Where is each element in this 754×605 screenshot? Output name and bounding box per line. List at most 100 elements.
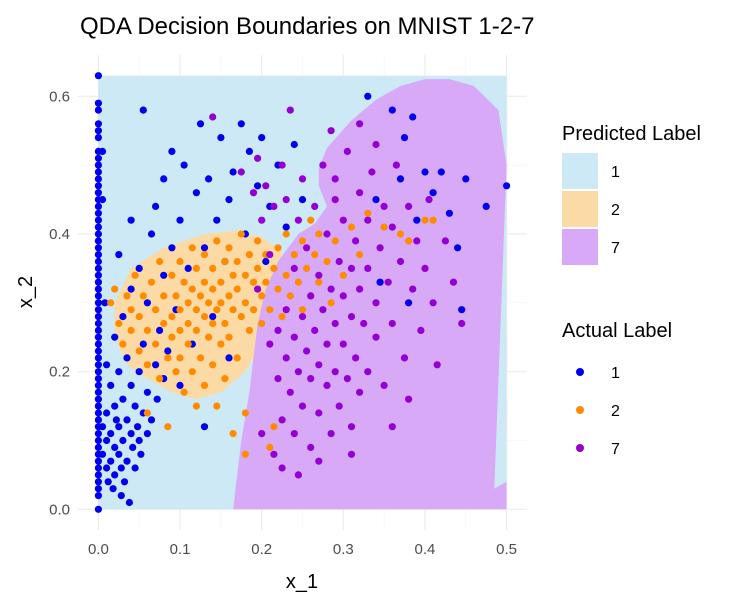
point-class-2 bbox=[164, 423, 172, 431]
point-class-1 bbox=[454, 244, 462, 252]
point-class-2 bbox=[213, 306, 221, 314]
point-class-2 bbox=[156, 375, 164, 383]
point-class-2 bbox=[347, 223, 356, 231]
point-class-7 bbox=[315, 361, 323, 369]
point-class-2 bbox=[135, 347, 143, 355]
point-class-2 bbox=[294, 278, 302, 286]
point-class-1 bbox=[137, 450, 145, 458]
legend-point-2 bbox=[576, 406, 584, 414]
point-class-7 bbox=[278, 416, 286, 424]
point-class-1 bbox=[388, 106, 396, 114]
point-class-7 bbox=[274, 326, 282, 334]
point-class-1 bbox=[94, 99, 102, 107]
point-class-1 bbox=[94, 416, 102, 424]
point-class-7 bbox=[315, 409, 323, 417]
point-class-1 bbox=[282, 223, 290, 231]
point-class-1 bbox=[196, 120, 205, 128]
data-points bbox=[94, 72, 511, 513]
point-class-1 bbox=[94, 271, 102, 279]
point-class-1 bbox=[94, 209, 102, 217]
point-class-7 bbox=[458, 319, 466, 328]
point-class-7 bbox=[343, 375, 351, 383]
point-class-7 bbox=[266, 340, 274, 348]
point-class-7 bbox=[380, 202, 388, 210]
point-class-7 bbox=[331, 368, 339, 376]
y-axis-ticks: 0.0 0.2 0.4 0.6 bbox=[49, 88, 70, 518]
point-class-1 bbox=[94, 361, 102, 369]
point-class-2 bbox=[262, 278, 270, 286]
point-class-1 bbox=[94, 319, 102, 328]
point-class-7 bbox=[303, 347, 311, 355]
point-class-7 bbox=[413, 237, 421, 245]
point-class-2 bbox=[229, 430, 237, 438]
point-class-2 bbox=[192, 326, 200, 334]
point-class-7 bbox=[315, 271, 323, 279]
point-class-1 bbox=[134, 423, 142, 431]
point-class-2 bbox=[237, 313, 245, 321]
point-class-2 bbox=[421, 216, 429, 224]
point-class-1 bbox=[98, 423, 107, 431]
point-class-1 bbox=[94, 492, 102, 500]
point-class-1 bbox=[135, 436, 143, 445]
point-class-7 bbox=[388, 223, 396, 231]
point-class-2 bbox=[107, 299, 115, 307]
point-class-1 bbox=[107, 430, 115, 438]
point-class-1 bbox=[94, 505, 102, 513]
point-class-1 bbox=[111, 471, 119, 479]
point-class-7 bbox=[311, 326, 319, 334]
point-class-7 bbox=[270, 450, 278, 458]
point-class-7 bbox=[364, 368, 372, 376]
point-class-2 bbox=[131, 271, 139, 279]
point-class-7 bbox=[347, 264, 356, 272]
point-class-7 bbox=[327, 285, 335, 293]
point-class-7 bbox=[311, 202, 319, 210]
point-class-2 bbox=[221, 319, 229, 328]
point-class-2 bbox=[160, 292, 168, 300]
point-class-2 bbox=[205, 299, 213, 307]
point-class-7 bbox=[372, 299, 380, 307]
point-class-2 bbox=[115, 319, 123, 328]
point-class-2 bbox=[168, 333, 176, 341]
point-class-7 bbox=[319, 306, 327, 314]
point-class-1 bbox=[94, 120, 102, 128]
point-class-7 bbox=[319, 161, 327, 169]
point-class-1 bbox=[94, 478, 102, 486]
point-class-1 bbox=[94, 251, 102, 259]
point-class-2 bbox=[307, 216, 315, 224]
point-class-2 bbox=[168, 271, 176, 279]
point-class-2 bbox=[254, 264, 262, 272]
legend-point-1 bbox=[576, 368, 584, 376]
point-class-1 bbox=[115, 423, 123, 431]
point-class-2 bbox=[111, 285, 119, 293]
point-class-1 bbox=[98, 450, 107, 458]
point-class-7 bbox=[286, 388, 294, 396]
point-class-2 bbox=[209, 319, 217, 328]
point-class-1 bbox=[482, 202, 490, 210]
point-class-2 bbox=[323, 257, 331, 266]
point-class-1 bbox=[115, 251, 123, 259]
point-class-2 bbox=[315, 230, 323, 238]
point-class-1 bbox=[94, 395, 102, 403]
point-class-1 bbox=[131, 464, 139, 472]
legend-point-7 bbox=[576, 444, 584, 452]
point-class-7 bbox=[282, 306, 290, 314]
point-class-2 bbox=[270, 423, 278, 431]
point-class-2 bbox=[172, 368, 180, 376]
point-class-1 bbox=[131, 402, 139, 410]
point-class-2 bbox=[184, 319, 192, 328]
point-class-1 bbox=[94, 175, 102, 183]
point-class-1 bbox=[200, 244, 209, 252]
region-class-7 bbox=[233, 79, 507, 510]
y-tick-label: 0.2 bbox=[49, 364, 70, 381]
point-class-1 bbox=[217, 134, 225, 142]
point-class-7 bbox=[254, 154, 262, 162]
point-class-7 bbox=[323, 340, 331, 348]
legend-label-actual-2: 2 bbox=[611, 403, 620, 420]
point-class-1 bbox=[400, 134, 409, 142]
point-class-1 bbox=[107, 457, 115, 465]
point-class-1 bbox=[127, 430, 135, 438]
point-class-7 bbox=[364, 216, 372, 224]
point-class-2 bbox=[241, 409, 249, 417]
point-class-1 bbox=[104, 478, 112, 486]
point-class-7 bbox=[307, 292, 315, 300]
